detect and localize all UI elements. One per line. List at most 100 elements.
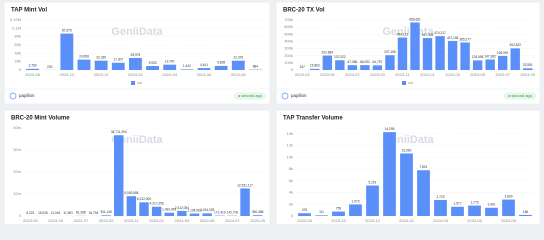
value-label: 5,191 — [369, 180, 377, 184]
x-tick-label: 2024-07 — [225, 218, 240, 223]
watermark: GeniiData — [382, 26, 434, 38]
y-tick-label: 4k — [289, 190, 293, 195]
value-label: 1,973 — [352, 199, 360, 203]
value-label: 9,533 — [149, 61, 157, 65]
bar — [202, 213, 212, 216]
x-tick-label: 2023-10 — [60, 72, 75, 77]
x-tick-label: 2024-02 — [128, 72, 143, 77]
value-label: 665,661 — [409, 17, 421, 21]
bar — [434, 200, 447, 216]
y-tick-label: 20m — [13, 169, 21, 174]
value-label: 7,801 — [420, 165, 428, 169]
bar — [114, 135, 124, 216]
bar — [298, 213, 311, 216]
page: {"chart_data":[ {"type":"bar","title":"T… — [3, 1, 541, 224]
x-tick-label: 2023-03 — [295, 72, 310, 77]
x-tick-label: 2024-02 — [399, 218, 414, 223]
legend-label: vol — [137, 80, 142, 85]
value-label: 11,044 — [51, 211, 61, 215]
bar — [335, 60, 345, 70]
value-label: 447,305 — [422, 33, 434, 37]
bar — [472, 60, 483, 70]
bar — [460, 42, 470, 70]
bar — [485, 59, 495, 70]
bar — [451, 206, 464, 216]
x-tick-label: 2024-01 — [420, 72, 435, 77]
value-label: 1,401 — [488, 203, 496, 207]
value-label: 1,442 — [183, 64, 191, 68]
x-tick-label: 2023-06 — [25, 72, 40, 77]
value-label: 67,386 — [347, 60, 357, 64]
value-label: 302,822 — [509, 43, 521, 47]
bar — [332, 211, 345, 216]
watermark: GeniiData — [111, 26, 163, 38]
value-label: 476 — [302, 208, 308, 212]
value-label: 9,835 — [217, 61, 225, 65]
y-tick-label: 2k — [289, 201, 293, 206]
bar — [523, 68, 533, 70]
value-label: 884 — [253, 64, 259, 68]
bar — [383, 132, 396, 216]
y-tick-label: 6k — [289, 178, 293, 183]
bar — [397, 37, 408, 70]
value-label: 207,156 — [384, 50, 396, 54]
bar — [60, 33, 74, 70]
x-tick-label: 2023-08 — [297, 218, 312, 223]
y-tick-label: 12k — [287, 143, 293, 148]
value-label: 186 — [523, 210, 529, 214]
bar — [447, 40, 458, 70]
bar — [214, 65, 228, 70]
bar — [189, 213, 200, 216]
chart-title: TAP Mint Vol — [11, 8, 47, 14]
x-tick-label: 2024-03 — [445, 72, 460, 77]
x-tick-label: 2023-11 — [124, 218, 139, 223]
value-label: 87,376 — [62, 28, 72, 32]
value-label: 1,104,052 — [187, 208, 201, 212]
bar — [310, 68, 320, 70]
value-label: 1,491,451 — [162, 208, 176, 212]
y-tick-label: 400k — [284, 38, 293, 43]
value-label: 2,312,054 — [175, 206, 189, 210]
bar — [417, 170, 430, 216]
card — [275, 1, 541, 105]
value-label: 2,723 — [437, 195, 445, 199]
y-tick-label: 0 — [291, 67, 294, 72]
bar — [252, 215, 263, 216]
x-tick-label: 2023-10 — [331, 218, 346, 223]
y-tick-label: 200k — [284, 53, 293, 58]
x-tick-label: 2023-12 — [94, 72, 109, 77]
bar — [240, 188, 250, 216]
card — [3, 109, 271, 224]
value-label: 15,863 — [310, 64, 320, 68]
value-label: 12,531,117 — [237, 183, 253, 187]
value-label: 16,794 — [89, 211, 99, 215]
value-label: 22,339 — [96, 56, 106, 60]
value-label: 4,541 — [200, 63, 208, 67]
x-tick-label: 2024-08 — [501, 218, 516, 223]
bar — [231, 60, 245, 70]
value-label: 111 — [319, 210, 324, 214]
value-label: 147,362 — [484, 54, 496, 58]
bar — [468, 205, 481, 216]
value-label: 2,783 — [29, 64, 37, 68]
value-label: 759 — [336, 206, 342, 210]
value-label: 24,958 — [79, 54, 89, 58]
value-label: 196,991 — [497, 51, 509, 55]
time-badge — [234, 92, 266, 100]
value-label: 474,217 — [434, 31, 446, 35]
y-tick-label: 40k — [15, 50, 21, 55]
update-time: a second ago — [238, 93, 263, 98]
y-tick-label: 60k — [15, 42, 21, 47]
value-label: 6,223 — [26, 211, 34, 215]
bar — [422, 38, 433, 70]
y-tick-label: 14k — [287, 131, 293, 136]
x-tick-label: 2024-08 — [231, 72, 246, 77]
value-label: 1,194,025 — [200, 208, 214, 212]
bar — [372, 65, 383, 70]
chart-title: BRC-20 TX Vol — [283, 8, 325, 14]
y-tick-label: 20k — [15, 59, 21, 64]
author-name: papillon — [19, 93, 35, 98]
value-label: 142,700 — [227, 211, 239, 215]
legend-swatch — [402, 81, 406, 85]
y-tick-label: 100k — [284, 60, 293, 65]
